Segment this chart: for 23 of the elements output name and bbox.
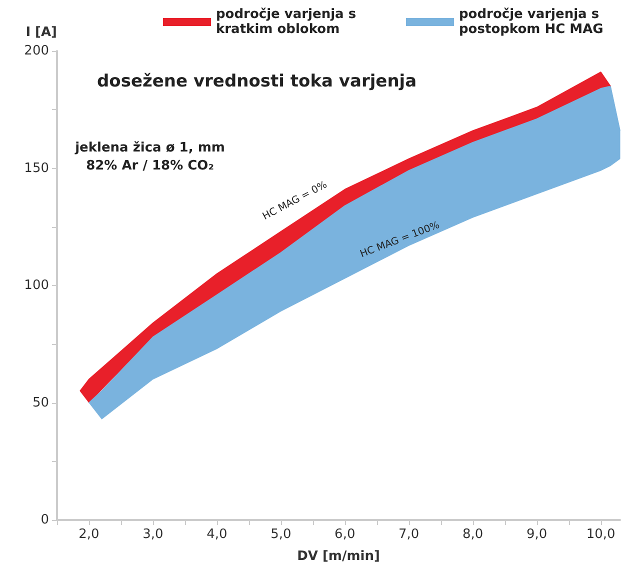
x-tick-label: 9,0	[526, 527, 548, 542]
y-tick-label: 0	[40, 512, 49, 528]
legend-label: področje varjenja s postopkom HC MAG	[459, 7, 604, 37]
annotation: HC MAG = 0%	[260, 179, 330, 223]
x-tick-label: 7,0	[398, 527, 420, 542]
y-tick-label: 200	[24, 44, 49, 58]
y-tick-label: 100	[24, 278, 49, 293]
text: dosežene vrednosti toka varjenja	[97, 72, 417, 92]
legend-label: področje varjenja s kratkim oblokom	[216, 7, 361, 37]
y-axis-title: I [A]	[26, 25, 57, 40]
x-tick-label: 8,0	[462, 527, 484, 542]
y-tick-label: 150	[24, 160, 49, 176]
x-tick-label: 10,0	[586, 527, 616, 542]
annotation: HC MAG = 100%	[358, 220, 442, 260]
y-tick-label: 50	[32, 395, 49, 410]
x-tick-label: 6,0	[334, 527, 356, 542]
x-tick-label: 4,0	[206, 527, 228, 542]
x-tick-label: 5,0	[270, 527, 292, 542]
x-axis-title: DV [m/min]	[297, 549, 380, 564]
annotation: 82% Ar / 18% CO₂	[86, 158, 214, 174]
x-tick-label: 2,0	[78, 527, 100, 542]
annotation: jeklena žica ø 1, mm	[74, 140, 225, 156]
x-tick-label: 3,0	[142, 527, 164, 542]
